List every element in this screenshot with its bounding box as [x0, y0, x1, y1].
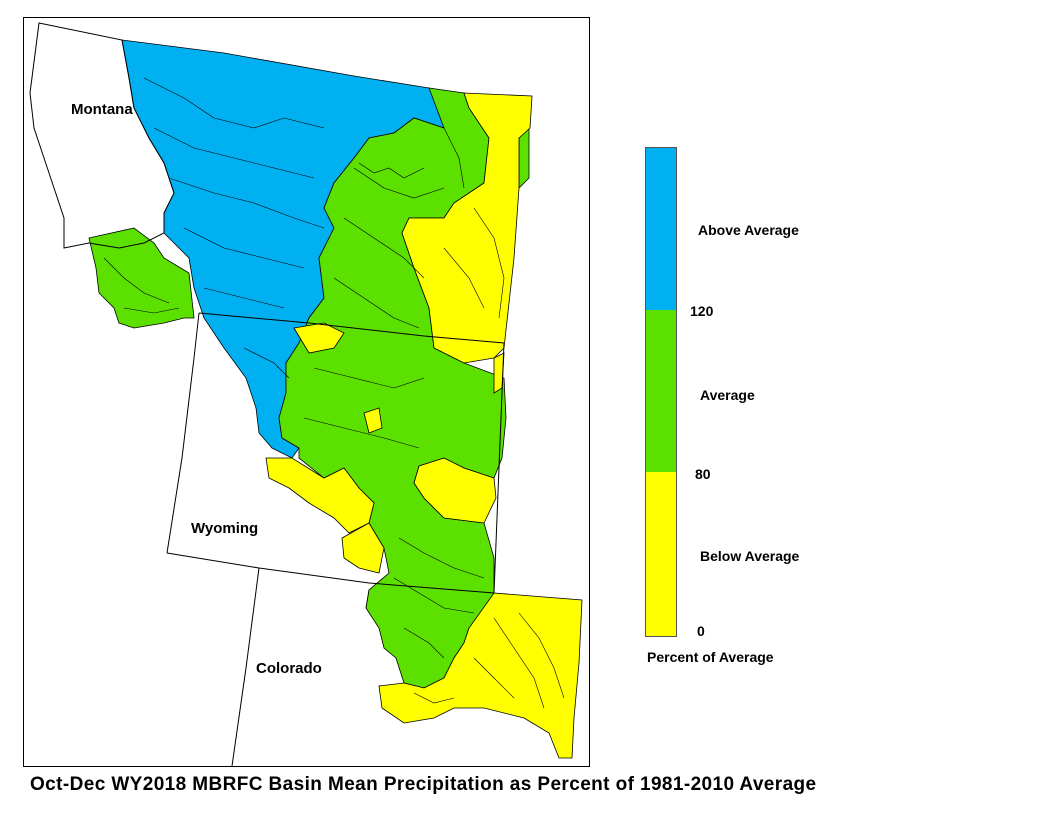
legend-label-below: Below Average	[700, 548, 800, 564]
nebraska-border	[493, 342, 505, 594]
below-average-patch[interactable]	[363, 407, 383, 434]
wyoming-colorado-border	[166, 552, 495, 594]
legend-band-above	[646, 148, 676, 310]
basin-map	[29, 22, 583, 766]
state-boundaries	[29, 22, 505, 766]
montana-wyoming-border	[198, 312, 505, 344]
map-frame: Montana Wyoming Colorado	[23, 17, 590, 767]
below-average-patch[interactable]	[341, 522, 385, 574]
legend-band-average	[646, 310, 676, 472]
legend-band-below	[646, 472, 676, 636]
legend-tick-80: 80	[695, 466, 711, 482]
legend-tick-0: 0	[697, 623, 705, 639]
state-label-wyoming: Wyoming	[191, 520, 259, 537]
legend-colorbar	[645, 147, 677, 637]
map-title: Oct-Dec WY2018 MBRFC Basin Mean Precipit…	[30, 774, 817, 795]
colorado-west-border	[231, 567, 260, 766]
below-average-region-southeast[interactable]	[378, 592, 583, 759]
legend-tick-120: 120	[690, 303, 714, 319]
below-average-region-northeast[interactable]	[401, 92, 533, 364]
below-average-region-south[interactable]	[413, 457, 497, 524]
montana-boundary	[29, 22, 175, 249]
wyoming-west-border	[166, 312, 200, 554]
state-label-colorado: Colorado	[256, 660, 322, 677]
legend-label-above: Above Average	[698, 222, 799, 238]
legend-title: Percent of Average	[647, 649, 774, 665]
state-label-montana: Montana	[71, 101, 133, 118]
average-region-west[interactable]	[88, 227, 195, 329]
legend-label-average: Average	[700, 387, 755, 403]
